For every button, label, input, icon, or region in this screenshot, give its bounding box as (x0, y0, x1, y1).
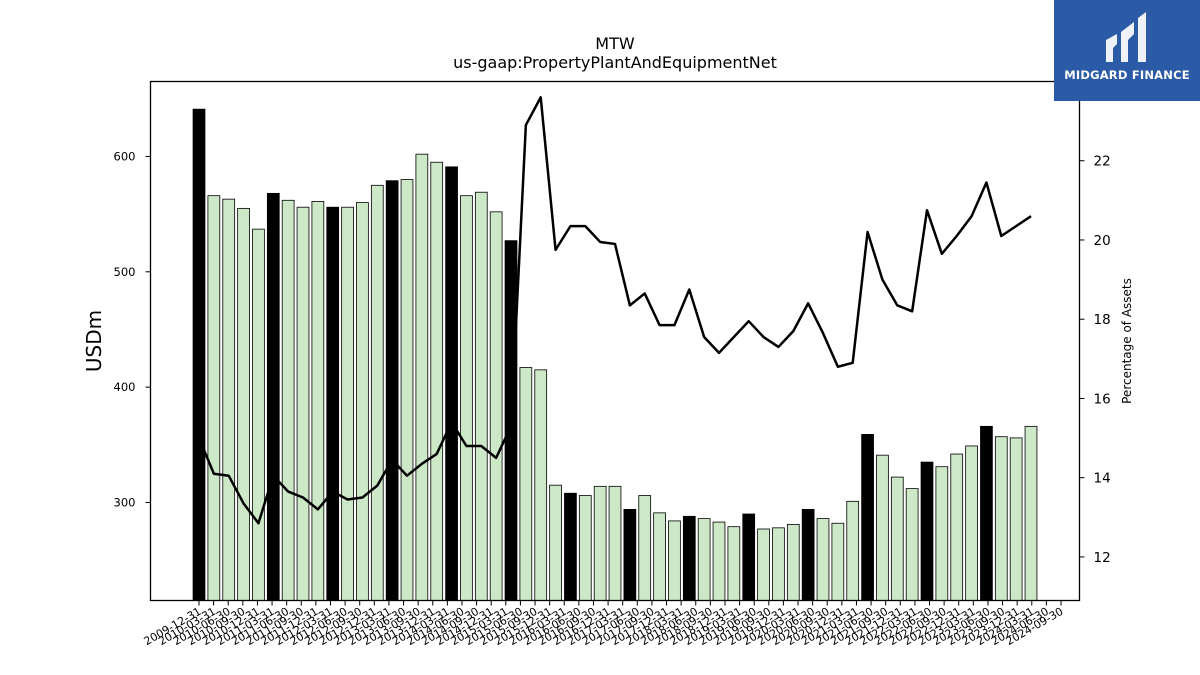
y2-tick-label: 18 (1094, 312, 1111, 328)
bar (608, 485, 622, 601)
y-tick-label: 300 (114, 495, 136, 509)
bar (445, 166, 458, 601)
bar (252, 228, 265, 601)
bar (489, 211, 503, 601)
bar (519, 367, 533, 601)
bar (638, 495, 652, 601)
percentage-line (197, 96, 1032, 525)
y-tick-label: 600 (114, 149, 136, 163)
chart-title: MTW (595, 34, 635, 53)
bar (623, 508, 637, 601)
bar (682, 515, 696, 601)
logo-text: MIDGARD FINANCE (1064, 68, 1190, 82)
left-axis: 300 400 500 600 (114, 149, 151, 509)
plot-frame (149, 80, 1081, 602)
y2-tick-label: 14 (1094, 471, 1111, 487)
bar (296, 206, 310, 601)
y-axis-label: USDm (82, 310, 106, 372)
bar (757, 528, 770, 601)
bar (876, 454, 889, 601)
x-axis: 2009-12-312010-03-312010-06-302010-09-30… (142, 600, 1066, 648)
bar (326, 206, 340, 601)
y2-tick-label: 20 (1094, 233, 1111, 249)
bar (727, 526, 741, 601)
bar (266, 192, 280, 601)
bar (831, 522, 845, 601)
bar (534, 369, 548, 601)
chart-subtitle: us-gaap:PropertyPlantAndEquipmentNet (453, 53, 777, 72)
right-axis: 12 14 16 18 20 22 (1079, 154, 1111, 566)
bar (935, 466, 949, 601)
y2-tick-label: 22 (1094, 154, 1111, 170)
bar (712, 521, 726, 601)
bar (816, 518, 830, 601)
logo: MIDGARD FINANCE (1054, 0, 1200, 101)
bar (980, 425, 993, 601)
bar (460, 195, 473, 601)
bar (370, 184, 384, 601)
bar (994, 436, 1008, 601)
bar (207, 195, 221, 601)
y-tick-label: 400 (114, 380, 136, 394)
bar-series (192, 108, 1038, 601)
bar (697, 518, 711, 601)
bar (281, 199, 295, 601)
bar (578, 495, 592, 601)
bar (400, 179, 414, 601)
bar (920, 461, 934, 601)
bar (1009, 437, 1023, 601)
bar (549, 484, 562, 601)
bar (385, 180, 399, 601)
bar (430, 161, 444, 601)
bar (192, 108, 206, 601)
bar (653, 512, 666, 601)
y-tick-label: 500 (114, 265, 136, 279)
midgard-m-logo-icon (1106, 12, 1146, 62)
bar (801, 508, 815, 601)
bar (311, 201, 325, 601)
bar (905, 488, 919, 601)
bar (237, 207, 250, 601)
bar (474, 191, 488, 601)
bar (415, 153, 429, 601)
bar (890, 476, 904, 601)
bar (222, 198, 236, 601)
bar (1024, 425, 1038, 601)
y2-axis-label: Percentage of Assets (1120, 278, 1134, 404)
bar (356, 202, 369, 601)
bar (772, 527, 785, 601)
bar (668, 520, 681, 601)
bar (786, 523, 800, 601)
bar (593, 485, 607, 601)
bar (846, 500, 860, 601)
bar (965, 445, 978, 601)
y2-tick-label: 12 (1094, 550, 1111, 566)
bar (950, 453, 964, 601)
bar (341, 206, 354, 601)
bar (564, 492, 577, 601)
y2-tick-label: 16 (1094, 391, 1111, 407)
bar (742, 513, 756, 601)
bar (861, 434, 874, 601)
line-series (197, 96, 1032, 525)
